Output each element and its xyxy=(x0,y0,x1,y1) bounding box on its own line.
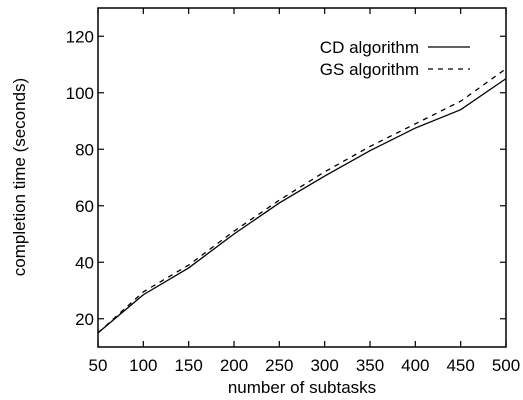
x-tick-label: 200 xyxy=(220,356,248,375)
x-tick-label: 150 xyxy=(174,356,202,375)
y-tick-label: 120 xyxy=(66,27,94,46)
y-tick-label: 80 xyxy=(75,140,94,159)
axis-ticks: 50 100 150 200 250 300 350 400 450 500 20 40 60 80 100… xyxy=(66,8,520,375)
y-tick-label: 40 xyxy=(75,253,94,272)
legend-label: GS algorithm xyxy=(320,60,419,79)
x-tick-label: 50 xyxy=(89,356,108,375)
series-lines xyxy=(97,68,507,334)
x-axis-label: number of subtasks xyxy=(228,378,376,397)
series-line-cd xyxy=(97,78,507,334)
x-tick-label: 300 xyxy=(310,356,338,375)
series-line-gs xyxy=(97,68,507,334)
x-tick-label: 500 xyxy=(492,356,520,375)
y-tick-label: 20 xyxy=(75,310,94,329)
x-tick-label: 350 xyxy=(356,356,384,375)
y-axis-label: completion time (seconds) xyxy=(10,78,29,276)
y-tick-label: 60 xyxy=(75,197,94,216)
plot-frame xyxy=(97,7,507,348)
legend-label: CD algorithm xyxy=(320,38,419,57)
x-tick-label: 100 xyxy=(129,356,157,375)
x-tick-label: 250 xyxy=(265,356,293,375)
x-tick-label: 450 xyxy=(446,356,474,375)
y-tick-label: 100 xyxy=(66,84,94,103)
legend: CD algorithm GS algorithm xyxy=(320,38,470,79)
x-tick-label: 400 xyxy=(401,356,429,375)
